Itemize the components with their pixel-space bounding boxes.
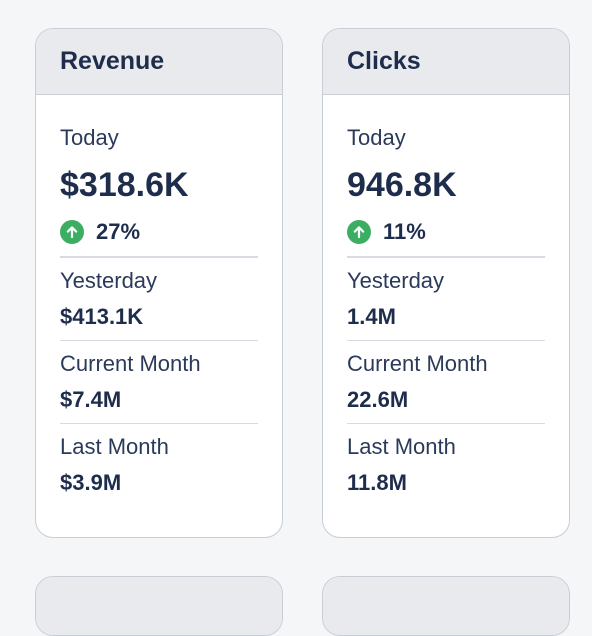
stat-value: $413.1K [60,303,144,329]
stat-current-month: Current Month 22.6M [347,341,545,424]
next-card-left [35,576,283,636]
card-title: Revenue [36,29,282,95]
stat-label: Current Month [60,350,201,376]
today-label: Today [60,125,119,150]
stat-value: $3.9M [60,469,122,495]
divider [347,256,545,258]
stat-current-month: Current Month $7.4M [60,341,258,424]
stat-last-month: Last Month 11.8M [347,424,545,507]
divider [60,256,258,258]
change-indicator: 27% [60,219,258,245]
today-value: 946.8K [347,166,457,204]
change-percent: 27% [96,219,141,244]
stat-label: Current Month [347,350,488,376]
arrow-up-icon [347,220,371,244]
stat-value: 22.6M [347,386,409,412]
today-value: $318.6K [60,166,189,204]
stat-label: Yesterday [347,267,445,293]
change-indicator: 11% [347,219,545,245]
next-card-right [322,576,570,636]
card-header [323,577,569,635]
clicks-card: Clicks Today 946.8K 11% Yesterday 1.4M C… [322,28,570,538]
stat-label: Yesterday [60,267,158,293]
stat-last-month: Last Month $3.9M [60,424,258,507]
stat-yesterday: Yesterday $413.1K [60,258,258,341]
today-label: Today [347,125,406,150]
change-percent: 11% [383,219,426,244]
arrow-up-icon [60,220,84,244]
stat-value: 1.4M [347,303,396,329]
stat-label: Last Month [347,433,456,459]
card-header [36,577,282,635]
revenue-card: Revenue Today $318.6K 27% Yesterday $413… [35,28,283,538]
stat-label: Last Month [60,433,169,459]
stat-value: 11.8M [347,469,407,495]
card-title: Clicks [323,29,569,95]
stat-yesterday: Yesterday 1.4M [347,258,545,341]
stat-value: $7.4M [60,386,122,412]
